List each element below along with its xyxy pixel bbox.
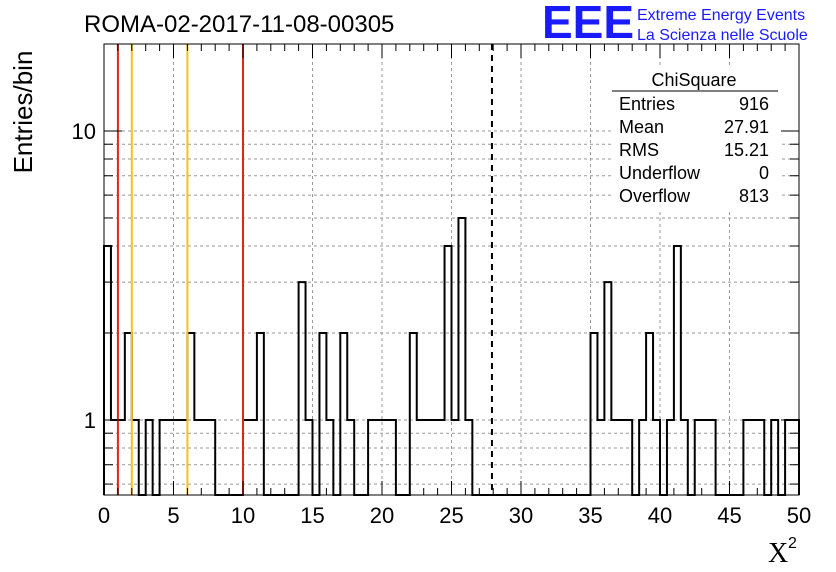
histogram-bin [674, 246, 681, 495]
stats-rows: Entries 916 Mean 27.91 RMS 15.21 Underflow 0 Ove… [619, 94, 769, 206]
histogram-bars [103, 216, 800, 496]
histogram-outline [103, 216, 800, 496]
logo-line-1: Extreme Energy Events [637, 7, 805, 24]
histogram-bin [445, 246, 452, 495]
stats-row-value: 0 [759, 163, 769, 183]
histogram-bin [646, 333, 653, 495]
stats-row-value: 813 [739, 186, 769, 206]
x-axis-label: X 2 [768, 535, 797, 569]
y-tick-label: 10 [72, 119, 96, 144]
stats-title: ChiSquare [651, 70, 736, 90]
x-tick-label: 0 [98, 503, 110, 528]
x-tick-label: 35 [578, 503, 602, 528]
x-tick-label: 20 [370, 503, 394, 528]
grid [104, 44, 799, 495]
stats-row-value: 27.91 [724, 117, 769, 137]
y-tick-label: 1 [84, 408, 96, 433]
histogram-bin [410, 333, 417, 495]
stats-row-label: Mean [619, 117, 664, 137]
logo-line-2: La Scienza nelle Scuole [637, 27, 808, 44]
histogram-bin [187, 333, 194, 495]
histogram-bin [591, 333, 598, 495]
y-axis-label: Entries/bin [8, 51, 38, 174]
histogram-bin [458, 218, 465, 495]
x-tick-label: 45 [717, 503, 741, 528]
histogram-bin [257, 333, 264, 495]
chart-title: ROMA-02-2017-11-08-00305 [84, 11, 394, 38]
x-tick-label: 15 [300, 503, 324, 528]
histogram-bin [340, 333, 347, 495]
x-tick-label: 25 [439, 503, 463, 528]
stats-row-label: RMS [619, 140, 659, 160]
stats-row-value: 15.21 [724, 140, 769, 160]
histogram-bin [604, 282, 611, 495]
histogram-bin [125, 333, 132, 495]
stats-row-label: Entries [619, 94, 675, 114]
x-tick-label: 30 [509, 503, 533, 528]
x-tick-label: 5 [167, 503, 179, 528]
stats-row-label: Underflow [619, 163, 701, 183]
stats-box-background [612, 66, 780, 210]
x-tick-label: 50 [787, 503, 811, 528]
stats-box: ChiSquare Entries 916 Mean 27.91 RMS 15.21 Und… [612, 66, 780, 210]
histogram-bin [319, 333, 326, 495]
stats-row-value: 916 [739, 94, 769, 114]
x-axis-label-superscript: 2 [788, 535, 797, 552]
logo: EEE Extreme Energy Events La Scienza nel… [542, 0, 808, 48]
x-tick-label: 40 [648, 503, 672, 528]
stats-row-label: Overflow [619, 186, 691, 206]
x-axis-label-base: X [768, 538, 788, 569]
histogram-bin [299, 282, 306, 495]
marker-lines [116, 44, 493, 495]
histogram-bin [104, 246, 111, 495]
x-axis-ticks: 0 5 10 15 20 25 30 35 40 45 50 [98, 44, 811, 528]
logo-mark: EEE [542, 0, 634, 48]
y-axis-ticks: 1 10 [72, 43, 799, 485]
x-tick-label: 10 [231, 503, 255, 528]
